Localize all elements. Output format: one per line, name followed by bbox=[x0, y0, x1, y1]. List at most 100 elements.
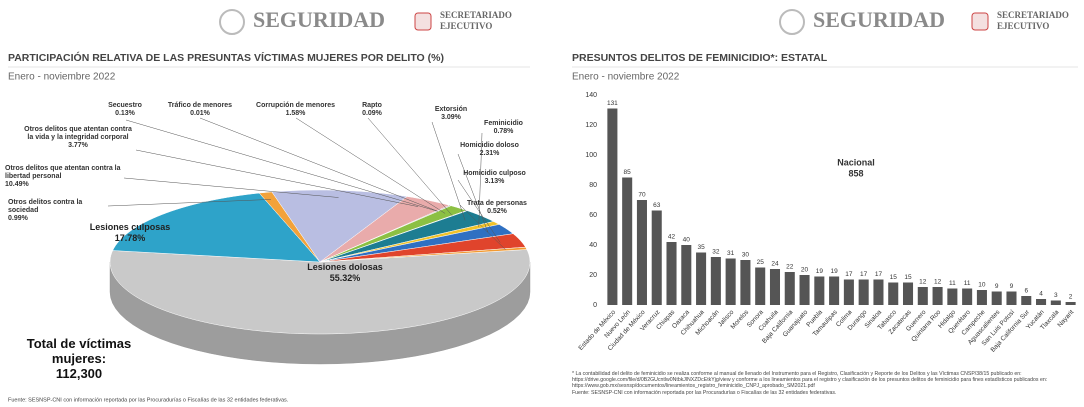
footnote-text: * La contabilidad del delito de feminici… bbox=[572, 371, 1048, 390]
logo-text: SECRETARIADO bbox=[440, 10, 512, 20]
slice-value: 0.99% bbox=[8, 215, 28, 222]
total: Total de víctimas mujeres: 112,300 bbox=[4, 336, 154, 381]
slice-value: 10.49% bbox=[5, 181, 29, 188]
total-value: 112,300 bbox=[55, 366, 103, 381]
bar bbox=[902, 282, 914, 305]
slice-label: Lesiones dolosas 55.32% bbox=[290, 262, 400, 284]
bar bbox=[917, 287, 928, 305]
slice-label: Rapto 0.09% bbox=[352, 102, 392, 118]
value-label: 42 bbox=[668, 234, 676, 241]
value-label: 19 bbox=[816, 268, 824, 275]
logo-right: SEGURIDAD SECRETARIADO EJECUTIVO bbox=[779, 7, 1069, 35]
y-tick-label: 80 bbox=[589, 182, 597, 189]
emblem bbox=[219, 9, 245, 35]
slice-label: Otros delitos que atentan contra la libe… bbox=[5, 165, 123, 189]
bar bbox=[829, 276, 840, 305]
y-tick-label: 120 bbox=[585, 122, 597, 129]
leader-line bbox=[125, 119, 438, 212]
bar bbox=[947, 288, 958, 305]
slice-label: Otros delitos contra la sociedad 0.99% bbox=[8, 199, 108, 223]
bar bbox=[666, 242, 677, 305]
leader-line bbox=[457, 179, 501, 243]
leader-line bbox=[457, 153, 489, 233]
bar bbox=[1006, 291, 1017, 305]
chart-subtitle: Enero - noviembre 2022 bbox=[572, 72, 680, 83]
y-tick-label: 40 bbox=[589, 242, 597, 249]
bar bbox=[1065, 302, 1076, 305]
value-label: 32 bbox=[712, 249, 720, 256]
bar bbox=[1021, 296, 1032, 305]
slice-category: Otros delitos que atentan contra la libe… bbox=[5, 165, 121, 180]
value-label: 19 bbox=[830, 268, 838, 275]
emblem bbox=[971, 12, 989, 31]
slice-category: Otros delitos que atentan contra la vida… bbox=[24, 126, 132, 141]
slice bbox=[109, 249, 531, 335]
slice-label: Extorsión 3.09% bbox=[425, 106, 477, 122]
source: Fuente: SESNSP-CNI con información repor… bbox=[8, 397, 289, 403]
logo-text: EJECUTIVO bbox=[997, 21, 1049, 31]
value-label: 10 bbox=[978, 282, 986, 289]
slice bbox=[112, 192, 321, 263]
leader-line bbox=[431, 121, 466, 221]
y-tick-label: 20 bbox=[589, 272, 597, 279]
bar bbox=[1036, 299, 1047, 305]
slice-value: 0.13% bbox=[115, 110, 135, 117]
bar bbox=[651, 210, 662, 305]
value-label: 131 bbox=[607, 100, 618, 107]
bar bbox=[755, 267, 766, 305]
slice-category: Extorsión bbox=[434, 106, 468, 113]
logo-text: SEGURIDAD bbox=[813, 7, 945, 32]
bar bbox=[681, 245, 692, 305]
y-tick-label: 100 bbox=[585, 152, 597, 159]
bar bbox=[888, 282, 899, 305]
value-label: 9 bbox=[995, 283, 999, 290]
slice-value: 3.77% bbox=[68, 142, 88, 149]
value-label: 17 bbox=[845, 271, 853, 278]
chart-title: PRESUNTOS DELITOS DE FEMINICIDIO*: ESTAT… bbox=[572, 52, 828, 64]
value-label: 25 bbox=[757, 259, 765, 266]
x-tick-label: Nayarit bbox=[1056, 309, 1075, 329]
slice bbox=[319, 224, 514, 263]
bar bbox=[799, 275, 810, 305]
slice-label: Corrupción de menores 1.58% bbox=[248, 102, 343, 118]
footnote: * La contabilidad del delito de feminici… bbox=[572, 371, 1077, 396]
slice-category: Secuestro bbox=[108, 102, 142, 109]
slice-category: Trata de personas bbox=[467, 200, 527, 207]
slice-value: 17.78% bbox=[114, 233, 146, 243]
slice-value: 0.52% bbox=[487, 208, 507, 215]
leader-line bbox=[295, 117, 446, 214]
bar bbox=[696, 252, 707, 305]
slice-category: Homicidio culposo bbox=[463, 170, 526, 177]
slice-category: Otros delitos contra la sociedad bbox=[8, 199, 83, 214]
slice-value: 3.09% bbox=[441, 114, 461, 121]
bar bbox=[607, 108, 618, 305]
leader-line bbox=[367, 117, 453, 216]
value-label: 11 bbox=[949, 280, 956, 287]
slice-category: Feminicidio bbox=[484, 120, 523, 127]
slice-label: Homicidio doloso 2.31% bbox=[452, 142, 527, 158]
bar bbox=[976, 290, 987, 305]
value-label: 9 bbox=[1010, 283, 1014, 290]
slice-value: 3.13% bbox=[484, 178, 505, 185]
bar bbox=[725, 258, 736, 305]
bar bbox=[991, 291, 1002, 305]
bar bbox=[962, 288, 973, 305]
value-label: 24 bbox=[771, 261, 779, 268]
value-label: 12 bbox=[934, 279, 942, 286]
y-tick-label: 0 bbox=[593, 302, 597, 309]
slice-category: Homicidio doloso bbox=[460, 142, 519, 149]
value-label: 20 bbox=[801, 267, 809, 274]
value-label: 30 bbox=[742, 252, 750, 259]
bar bbox=[1050, 300, 1061, 305]
bar bbox=[843, 279, 854, 305]
bar bbox=[740, 260, 751, 305]
slice bbox=[271, 189, 408, 263]
slice bbox=[319, 210, 495, 263]
bar bbox=[814, 276, 825, 305]
logo-left: SEGURIDAD SECRETARIADO EJECUTIVO bbox=[219, 7, 512, 35]
value-label: 11 bbox=[964, 280, 971, 287]
bar bbox=[932, 287, 943, 305]
value-label: 2 bbox=[1069, 294, 1073, 301]
annotation-value: 858 bbox=[848, 168, 863, 178]
